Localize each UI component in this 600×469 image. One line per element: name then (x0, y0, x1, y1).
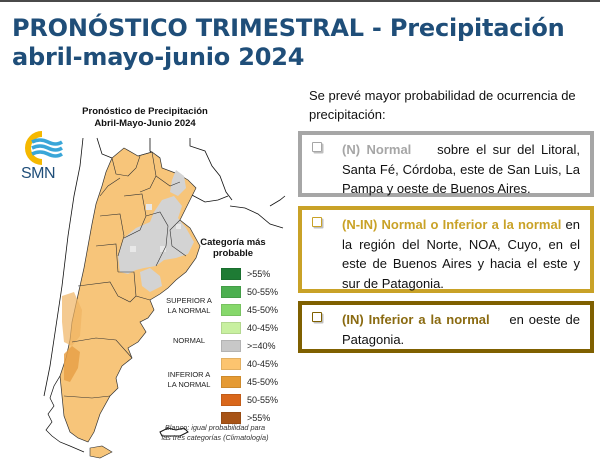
checkbox-bullet-icon (312, 217, 322, 227)
top-rule (0, 0, 600, 2)
legend-swatch (221, 358, 241, 370)
legend-swatch (221, 304, 241, 316)
legend-swatch (221, 394, 241, 406)
chile-coast-icon (45, 375, 85, 453)
map-title-line2: Abril-Mayo-Junio 2024 (94, 118, 196, 129)
map-note: Blanco: igual probabilidad para las tres… (150, 423, 280, 442)
forecast-map-panel: Pronóstico de Precipitación Abril-Mayo-J… (0, 96, 295, 469)
legend-group-normal: NORMAL (160, 336, 218, 346)
region-normal (118, 196, 194, 274)
legend-label: 40-45% (247, 359, 279, 369)
legend-swatch (221, 376, 241, 388)
checkbox-bullet-icon (312, 312, 322, 322)
malvinas-icon (159, 427, 189, 437)
category-label: (N) Normal (342, 142, 412, 157)
legend-group-line: LA NORMAL (167, 380, 211, 389)
legend-label: 45-50% (247, 377, 279, 387)
region-inferior-mid (62, 292, 82, 346)
legend-swatch (221, 268, 241, 280)
legend-swatch (221, 322, 241, 334)
forecast-item-normal-inferior: (N-IN) Normal o Inferior a la normal en … (298, 206, 594, 293)
argentina-map (43, 137, 286, 459)
map-title: Pronóstico de Precipitación Abril-Mayo-J… (60, 106, 230, 130)
region-normal-patch-s (140, 268, 162, 292)
map-note-line1: Blanco: igual probabilidad para (164, 423, 266, 432)
legend-heading: Categoría más probable (200, 237, 266, 259)
map-note-line2: las tres categorías (Climatología) (161, 432, 269, 442)
smn-logo-icon (25, 131, 63, 165)
legend-label: 50-55% (247, 395, 279, 405)
legend-label: 40-45% (247, 323, 279, 333)
legend-swatch (221, 412, 241, 424)
legend-label: >55% (247, 413, 271, 423)
legend-label: 50-55% (247, 287, 279, 297)
slide-title-line2: abril-mayo-junio 2024 (12, 43, 305, 71)
smn-logo: SMN (16, 130, 66, 190)
legend-item: 45-50% (221, 304, 278, 316)
legend-item: 40-45% (221, 358, 278, 370)
smn-logo-text: SMN (20, 165, 56, 182)
category-description: en la región del Norte, NOA, Cuyo, en el… (342, 217, 580, 291)
legend-group-line: SUPERIOR A (166, 296, 212, 305)
normal-mottle (130, 204, 181, 252)
slide-title-line1: PRONÓSTICO TRIMESTRAL - Precipitación (12, 14, 565, 42)
map-title-line1: Pronóstico de Precipitación (82, 106, 208, 117)
category-description: en oeste de Patagonia. (342, 312, 580, 347)
region-inferior-dark (64, 346, 80, 382)
legend-heading-line1: Categoría más (200, 237, 266, 248)
legend-swatch (221, 286, 241, 298)
legend-group-inferior: INFERIOR A LA NORMAL (160, 370, 218, 390)
checkbox-bullet-icon (312, 142, 322, 152)
legend-group-line: LA NORMAL (167, 306, 211, 315)
forecast-item-inferior: (IN) Inferior a la normal en oeste de Pa… (298, 301, 594, 353)
legend-item: 40-45% (221, 322, 278, 334)
legend-label: >=40% (247, 341, 276, 351)
legend-item: >55% (221, 412, 270, 424)
forecast-item-normal: (N) Normal sobre el sur del Litoral, San… (298, 131, 594, 197)
legend-group-line: NORMAL (172, 336, 206, 345)
legend-swatch (221, 340, 241, 352)
slide-title: PRONÓSTICO TRIMESTRAL - Precipitación ab… (12, 14, 565, 72)
legend-group-line: INFERIOR A (167, 370, 211, 379)
forecast-intro: Se prevé mayor probabilidad de ocurrenci… (309, 88, 576, 122)
legend-item: >=40% (221, 340, 276, 352)
legend-label: >55% (247, 269, 271, 279)
legend-heading-line2: probable (212, 248, 254, 259)
legend-item: 50-55% (221, 394, 278, 406)
region-tierra-del-fuego (89, 445, 113, 459)
legend-item: >55% (221, 268, 270, 280)
province-borders-icon (63, 151, 187, 399)
legend-item: 45-50% (221, 376, 278, 388)
category-description: sobre el sur del Litoral, Santa Fé, Córd… (342, 142, 581, 196)
legend-item: 50-55% (221, 286, 278, 298)
legend-label: 45-50% (247, 305, 279, 315)
category-label: (N-IN) Normal o Inferior a la normal (342, 217, 562, 232)
category-label: (IN) Inferior a la normal (342, 312, 490, 327)
legend-group-superior: SUPERIOR A LA NORMAL (160, 296, 218, 316)
